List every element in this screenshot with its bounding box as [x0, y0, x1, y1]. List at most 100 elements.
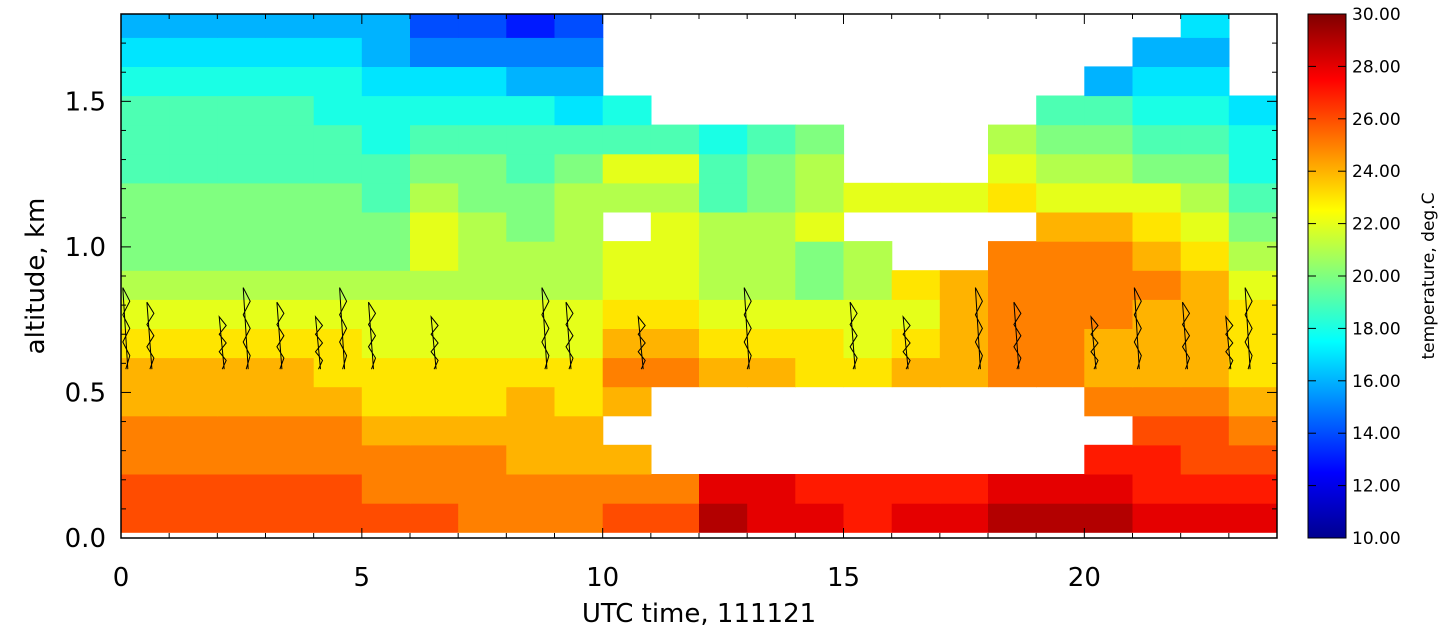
- heatmap-cell: [458, 503, 507, 533]
- heatmap-cell: [169, 415, 218, 446]
- heatmap-cell: [1132, 444, 1182, 475]
- heatmap-cell: [747, 474, 796, 504]
- heatmap-cell: [1132, 386, 1182, 417]
- x-tick-label: 20: [1068, 563, 1101, 593]
- heatmap-cell: [1036, 357, 1085, 388]
- contour-line: [367, 301, 377, 370]
- heatmap-cell: [1084, 299, 1134, 329]
- heatmap-cell: [795, 270, 845, 300]
- heatmap-cell: [506, 14, 556, 38]
- heatmap-cell: [169, 357, 218, 388]
- heatmap-cell: [699, 153, 748, 184]
- heatmap-cell: [169, 503, 218, 533]
- heatmap-cell: [602, 328, 652, 359]
- heatmap-cell: [1132, 95, 1182, 126]
- heatmap-cell: [121, 415, 170, 446]
- heatmap-cell: [361, 357, 411, 388]
- heatmap-cell: [121, 37, 170, 67]
- heatmap-cell: [699, 182, 748, 213]
- heatmap-cell: [361, 386, 411, 417]
- heatmap-cell: [313, 474, 363, 504]
- heatmap-cell: [747, 153, 796, 184]
- heatmap-cell: [217, 153, 267, 184]
- heatmap-cell: [988, 299, 1037, 329]
- colorbar-tick-label: 20.00: [1352, 267, 1401, 287]
- heatmap-cell: [410, 386, 459, 417]
- heatmap-cell: [747, 241, 796, 271]
- heatmap-cell: [410, 124, 459, 155]
- heatmap-cell: [506, 503, 556, 533]
- heatmap-cell: [121, 474, 170, 504]
- heatmap-cell: [313, 270, 363, 300]
- heatmap-cell: [265, 474, 315, 504]
- heatmap-cell: [506, 444, 556, 475]
- heatmap-cell: [506, 386, 556, 417]
- y-tick-label: 1.5: [65, 87, 106, 117]
- colorbar-tick-label: 22.00: [1352, 215, 1401, 235]
- heatmap-cell: [650, 328, 700, 359]
- heatmap-cell: [265, 299, 315, 329]
- contour-line: [1244, 287, 1253, 370]
- heatmap-cell: [217, 474, 267, 504]
- heatmap-cell: [217, 124, 267, 155]
- heatmap-cell: [891, 182, 941, 213]
- heatmap-cell: [843, 357, 893, 388]
- heatmap-cell: [891, 299, 941, 329]
- heatmap-cell: [795, 124, 845, 155]
- heatmap-cell: [410, 444, 459, 475]
- heatmap-cell: [988, 357, 1037, 388]
- heatmap-cell: [747, 124, 796, 155]
- y-axis-label: altitude, km: [21, 198, 51, 355]
- heatmap-cell: [1084, 444, 1134, 475]
- heatmap-cell: [265, 66, 315, 97]
- heatmap-cell: [1132, 241, 1182, 271]
- heatmap-cell: [554, 14, 604, 38]
- heatmap-cell: [169, 444, 218, 475]
- heatmap-cell: [554, 415, 604, 446]
- heatmap-cell: [121, 182, 170, 213]
- heatmap-cell: [554, 357, 604, 388]
- contour-line: [902, 315, 911, 370]
- heatmap-cell: [602, 270, 652, 300]
- colorbar-tick-label: 16.00: [1352, 372, 1401, 392]
- contour-line: [565, 301, 574, 370]
- heatmap-cell: [1180, 124, 1230, 155]
- heatmap-cell: [313, 14, 363, 38]
- heatmap-cell: [506, 66, 556, 97]
- colorbar-tick-label: 26.00: [1352, 110, 1401, 130]
- heatmap-cell: [217, 270, 267, 300]
- colorbar-tick-label: 12.00: [1352, 477, 1401, 497]
- heatmap-cell: [1132, 270, 1182, 300]
- heatmap-cell: [795, 357, 845, 388]
- heatmap-cell: [410, 95, 459, 126]
- contour-line: [1133, 287, 1142, 370]
- heatmap-cell: [554, 386, 604, 417]
- heatmap-cell: [1228, 357, 1277, 388]
- heatmap-cell: [265, 182, 315, 213]
- heatmap-cell: [169, 66, 218, 97]
- heatmap-cell: [988, 503, 1037, 533]
- heatmap-cell: [602, 182, 652, 213]
- contour-line: [849, 301, 858, 370]
- heatmap-cell: [458, 124, 507, 155]
- heatmap-cell: [506, 241, 556, 271]
- heatmap-cell: [265, 270, 315, 300]
- contour-line: [122, 287, 131, 370]
- heatmap-cell: [361, 444, 411, 475]
- heatmap-cell: [169, 474, 218, 504]
- heatmap-cell: [313, 95, 363, 126]
- heatmap-cell: [1180, 270, 1230, 300]
- heatmap-cell: [747, 182, 796, 213]
- heatmap-cell: [410, 14, 459, 38]
- heatmap-cell: [795, 503, 845, 533]
- colorbar-tick-label: 30.00: [1352, 5, 1401, 25]
- heatmap-cell: [361, 328, 411, 359]
- heatmap-cell: [217, 503, 267, 533]
- contour-line: [1013, 301, 1022, 370]
- cloud-contour-lines: [122, 287, 1253, 370]
- heatmap-cell: [169, 212, 218, 242]
- heatmap-cell: [313, 241, 363, 271]
- heatmap-cell: [121, 444, 170, 475]
- heatmap-cell: [891, 328, 941, 359]
- heatmap-cell: [313, 444, 363, 475]
